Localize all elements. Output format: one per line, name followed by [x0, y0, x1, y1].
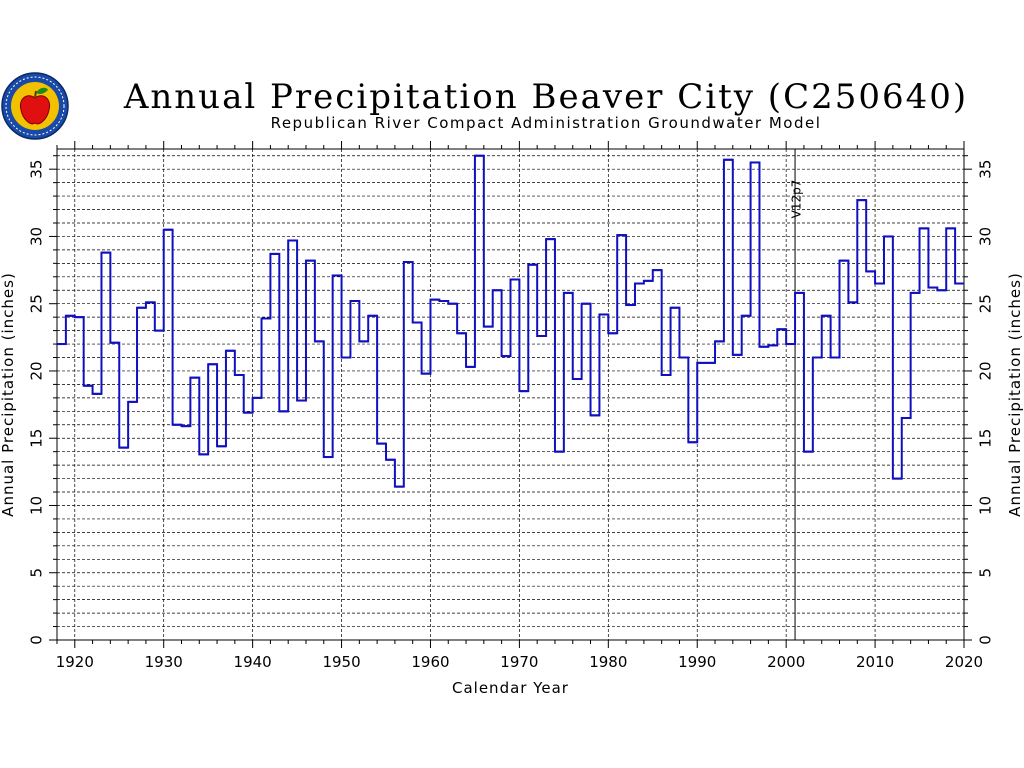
apple-icon-leaf: [36, 87, 48, 94]
logo: [1, 72, 69, 140]
y-tick-label-left: 25: [28, 294, 46, 313]
apple-icon-stem: [34, 90, 37, 99]
apple-icon-body: [19, 95, 51, 125]
x-tick-label: 1960: [411, 653, 449, 671]
y-tick-label-right: 10: [977, 496, 995, 515]
x-tick-label: 1990: [678, 653, 716, 671]
y-axis-label-right: Annual Precipitation (inches): [1006, 272, 1024, 517]
x-tick-label: 1930: [145, 653, 183, 671]
y-tick-label-right: 35: [977, 160, 995, 179]
y-tick-label-right: 5: [977, 568, 995, 578]
chart-title: Annual Precipitation Beaver City (C25064…: [123, 77, 968, 117]
x-tick-label: 2010: [856, 653, 894, 671]
logo-text-ring: [5, 76, 65, 136]
y-tick-label-left: 20: [28, 361, 46, 380]
x-tick-label: 1970: [500, 653, 538, 671]
x-tick-label: 1940: [234, 653, 272, 671]
x-axis-label: Calendar Year: [452, 679, 569, 697]
grid-lines: [57, 149, 964, 640]
y-tick-label-right: 25: [977, 294, 995, 313]
y-tick-label-left: 10: [28, 496, 46, 515]
y-tick-label-right: 15: [977, 429, 995, 448]
x-tick-label: 1920: [56, 653, 94, 671]
apple-icon: [19, 87, 51, 125]
chart-subtitle: Republican River Compact Administration …: [271, 114, 822, 132]
plot-frame: [56, 148, 965, 641]
precipitation-series: [57, 154, 964, 488]
y-tick-label-left: 30: [28, 227, 46, 246]
y-tick-label-right: 20: [977, 361, 995, 380]
y-axis-label-left: Annual Precipitation (inches): [0, 272, 17, 517]
y-tick-label-right: 30: [977, 227, 995, 246]
x-tick-label: 2000: [767, 653, 805, 671]
y-tick-label-right: 0: [977, 635, 995, 645]
y-tick-label-left: 35: [28, 160, 46, 179]
y-tick-label-left: 0: [28, 635, 46, 645]
x-tick-label: 1950: [322, 653, 360, 671]
x-tick-label: 2020: [945, 653, 983, 671]
x-tick-label: 1980: [589, 653, 627, 671]
annotation-label: V12p7: [790, 180, 804, 219]
y-tick-label-left: 5: [28, 568, 46, 578]
series-line: [57, 154, 964, 488]
y-tick-label-left: 15: [28, 429, 46, 448]
axis-ticks: 1920 1930 1940 1950 1960 1970 1980 1990 2000 2010…: [28, 141, 995, 671]
